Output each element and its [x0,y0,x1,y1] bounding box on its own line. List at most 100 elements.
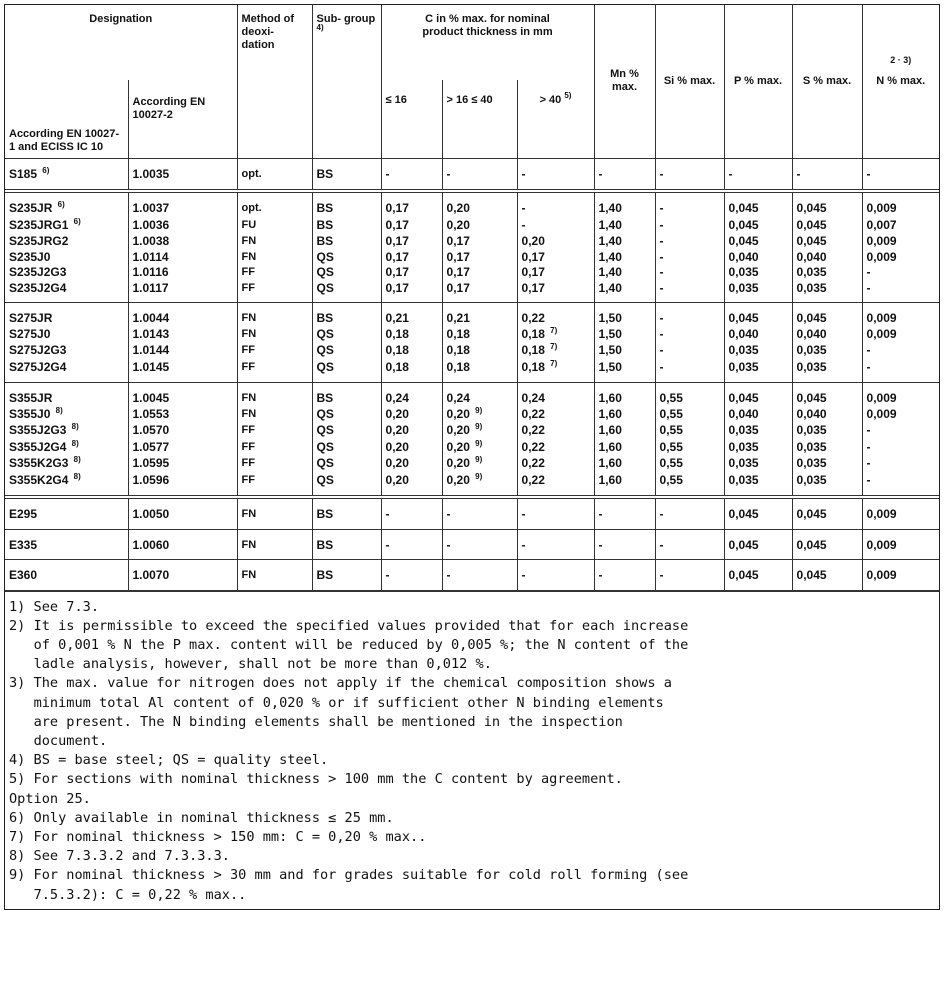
table-cell: 0,045 [791,382,863,407]
cell-value: 0,035 [796,343,827,357]
table-cell: 0,009 [861,529,939,560]
cell-value: - [866,343,871,357]
footnote-ref: 7) [550,325,558,335]
cell-value: 0,035 [796,423,827,437]
table-cell: 0,22 [516,406,595,423]
cell-value: - [385,568,390,582]
table-cell: 0,17 [380,217,443,234]
cell-value: 1.0117 [132,280,169,295]
table-cell: 0,20|9) [441,472,518,499]
cell-value: 0,20|9) [446,438,483,454]
table-cell: 0,17 [516,249,595,265]
cell-value: 1,60 [598,391,622,405]
table-cell: S355JR [5,383,128,407]
cell-value: 0,55 [659,456,683,470]
cell-value: FF [241,344,255,356]
cell-value: 0,035 [728,280,759,295]
cell-value: 0,040 [728,406,759,421]
table-cell: S275JR [5,303,128,327]
table-cell: QS [311,343,382,360]
footnote-ref: 9) [475,422,483,431]
table-cell: 1,40 [593,249,656,265]
cell-value: BS [316,537,334,552]
table-cell: - [861,439,939,456]
table-cell: 0,22 [516,472,595,499]
en10027-2-header: According EN 10027-2 [127,80,238,158]
cell-value: - [866,423,871,437]
table-cell: 0,17 [380,249,443,265]
table-cell: BS [311,234,382,250]
table-cell: 0,55 [654,423,725,440]
separator: | [68,222,70,231]
cell-value: - [728,166,733,181]
table-cell: S355J2G4|8) [5,439,128,457]
subgroup-header: Sub- group 4) [311,5,382,158]
table-cell: 0,21 [380,302,443,327]
cell-value: - [521,166,526,181]
table-cell: 0,009 [861,497,939,530]
table-cell: BS [311,382,382,407]
table-cell: - [516,497,595,530]
cell-value: BS [316,234,334,248]
cell-value: 0,009 [866,406,897,421]
table-row: S355J2G3|8) 1.0570 FF QS 0,20 0,20|9) 0,22 1,60… [5,422,939,440]
table-cell: 0,55 [654,472,725,499]
table-cell: - [516,529,595,560]
footnote: 6) Only available in nominal thickness ≤… [9,809,394,826]
c-gt40-header: > 40 5) [516,80,595,158]
table-cell: 1.0143 [127,326,238,343]
cell-value: - [659,311,664,325]
footnote: 4) BS = base steel; QS = quality steel. [9,752,329,769]
table-row: S275J2G4 1.0145 FF QS 0,18 0,18 0,18|7) 1,50 - 0,… [5,359,939,383]
table-cell: 0,17 [441,265,518,281]
cell-value: 0,22 [521,311,545,325]
table-cell: BS [311,497,382,530]
cell-value: 0,21 [446,311,470,325]
separator: | [470,427,472,436]
table-cell: 0,20 [380,472,443,499]
table-cell: - [593,559,656,591]
cell-value: BS [316,391,334,405]
table-cell: FN [236,559,313,591]
en10027-1-header: According EN 10027-1 and ECISS IC 10 [9,127,120,153]
table-cell: FN [236,406,313,423]
table-cell: - [441,529,518,560]
cell-value: - [866,265,871,279]
table-cell: - [654,529,725,560]
cell-value: 0,035 [728,343,759,357]
footnote-ref: 8) [55,405,63,415]
cell-value: opt. [241,202,262,214]
table-cell: 0,17 [380,265,443,281]
table-cell: - [654,158,725,193]
cell-value: 0,009 [866,311,897,325]
table-cell: 0,035 [791,343,863,360]
cell-value: - [521,217,526,232]
cell-value: 0,22 [521,423,545,437]
table-cell: - [654,280,725,303]
table-cell: 0,17 [516,280,595,303]
cell-value: 1,50 [598,343,622,357]
table-cell: - [654,217,725,234]
table-cell: S355J2G3|8) [5,422,128,440]
table-cell: - [654,249,725,265]
cell-value: E335 [9,537,38,552]
table-cell: - [861,343,939,360]
cell-value: 1.0035 [132,166,170,181]
table-cell: 0,009 [861,382,939,407]
cell-value: 1.0595 [132,456,170,470]
cell-value: E360 [9,568,38,582]
cell-value: E295 [9,507,38,521]
table-cell: 0,045 [723,234,793,250]
table-cell: S235JRG1|6) [5,217,128,235]
mn-header: Mn % max. [593,5,656,158]
cell-value: S355JR [9,391,53,405]
table-cell: 1.0070 [127,559,238,591]
table-cell: - [861,280,939,303]
table-row: S275JR 1.0044 FN BS 0,21 0,21 0,22 1,50 - 0,045 0,… [5,302,939,327]
cell-value: 0,045 [796,234,827,248]
cell-value: 0,035 [796,359,827,374]
cell-value: QS [316,326,334,341]
table-cell: 0,20 [441,191,518,218]
cell-value: 0,18|7) [521,325,558,341]
table-cell: E360 [5,559,128,591]
